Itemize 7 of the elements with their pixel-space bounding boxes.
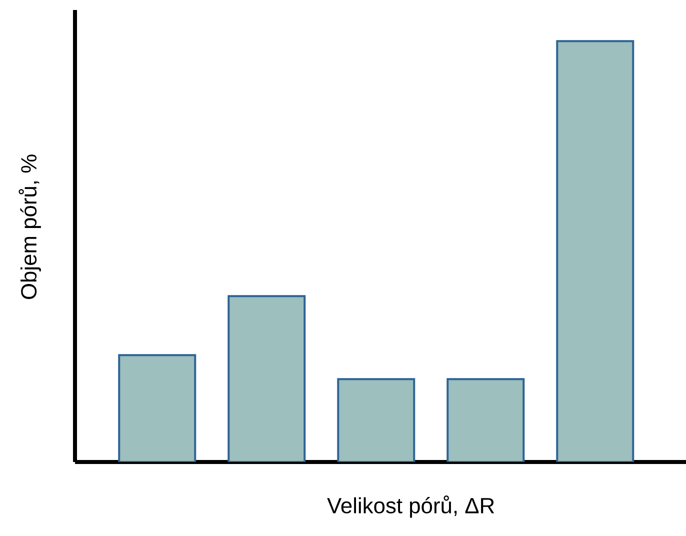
bar bbox=[228, 295, 306, 462]
bar bbox=[337, 378, 416, 462]
x-axis-title: Velikost pórů, ΔR bbox=[327, 496, 494, 518]
y-axis-title: Objem pórů, % bbox=[18, 154, 41, 300]
bar bbox=[556, 40, 634, 462]
bar bbox=[446, 378, 525, 462]
bar bbox=[118, 354, 196, 462]
